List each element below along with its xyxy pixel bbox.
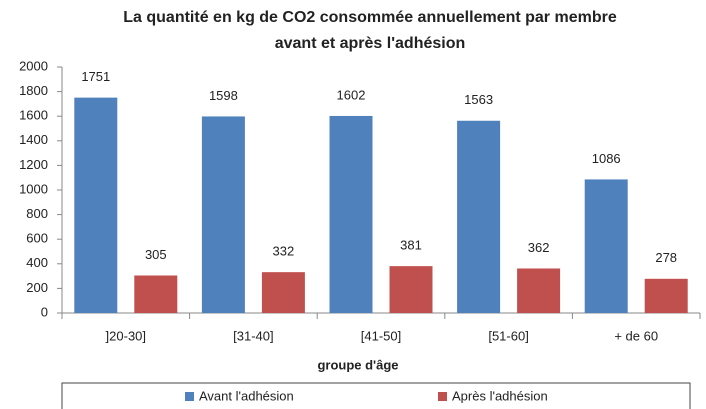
y-tick-label: 1000 <box>19 181 48 196</box>
data-label: 381 <box>400 238 422 253</box>
bar <box>74 97 118 313</box>
legend-box <box>61 382 691 409</box>
bar <box>517 268 561 313</box>
y-tick-label: 1600 <box>19 108 48 123</box>
chart-title: avant et après l'adhésion <box>275 35 466 52</box>
bar <box>329 115 373 313</box>
y-tick-label: 600 <box>26 231 48 246</box>
y-tick-label: 2000 <box>19 58 48 73</box>
legend-swatch <box>438 392 447 401</box>
data-label: 1563 <box>464 92 493 107</box>
legend-label: Après l'adhésion <box>452 388 548 403</box>
y-tick-label: 1200 <box>19 157 48 172</box>
data-label: 1602 <box>337 87 366 102</box>
data-label: 332 <box>273 244 295 259</box>
bar <box>134 275 178 313</box>
y-tick-label: 200 <box>26 280 48 295</box>
x-tick-label: ]20-30] <box>106 328 146 343</box>
y-tick-label: 1800 <box>19 83 48 98</box>
data-label: 1751 <box>81 69 110 84</box>
x-axis-label: groupe d'âge <box>317 357 398 372</box>
y-tick-label: 1400 <box>19 132 48 147</box>
x-tick-label: + de 60 <box>614 328 658 343</box>
x-tick-label: [31-40] <box>233 328 273 343</box>
bar <box>261 272 305 313</box>
data-label: 305 <box>145 247 167 262</box>
legend-label: Avant l'adhésion <box>199 388 294 403</box>
bar <box>457 120 501 313</box>
bar <box>584 179 628 313</box>
x-tick-label: [41-50] <box>361 328 401 343</box>
y-tick-label: 800 <box>26 206 48 221</box>
data-label: 278 <box>655 250 677 265</box>
x-tick-label: [51-60] <box>488 328 528 343</box>
y-tick-label: 0 <box>41 304 48 319</box>
chart-title: La quantité en kg de CO2 consommée annue… <box>123 9 617 26</box>
bar <box>201 116 245 313</box>
bar <box>644 278 688 313</box>
data-label: 1598 <box>209 88 238 103</box>
data-label: 362 <box>528 240 550 255</box>
data-label: 1086 <box>592 151 621 166</box>
bar <box>389 266 433 313</box>
legend-swatch <box>185 392 194 401</box>
y-tick-label: 400 <box>26 255 48 270</box>
